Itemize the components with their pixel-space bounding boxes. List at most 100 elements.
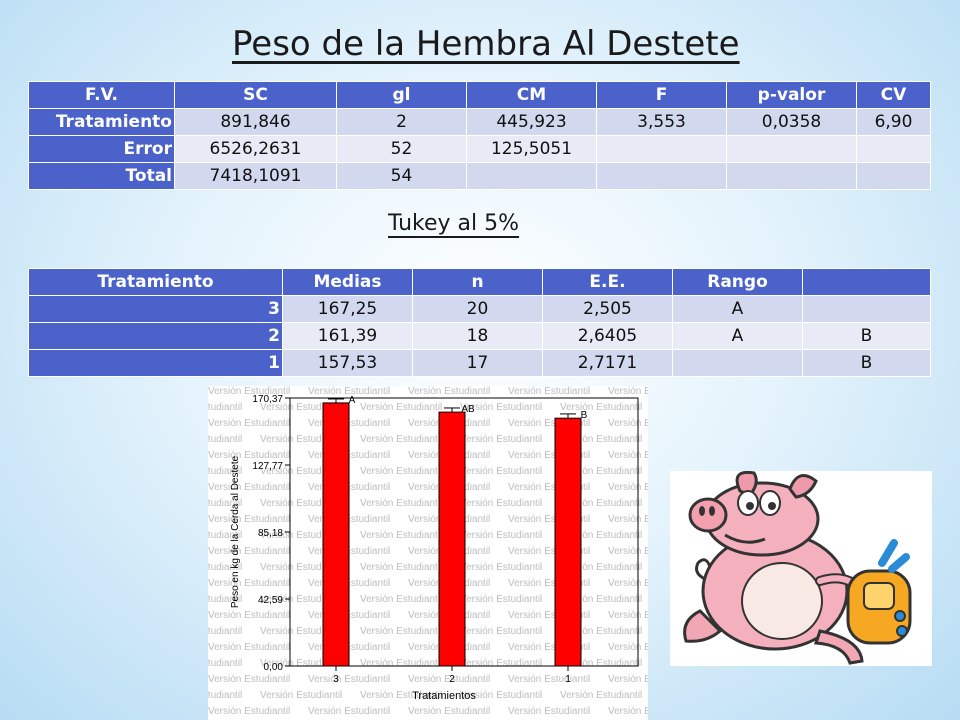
anova-header-cell: CV xyxy=(856,81,931,109)
table-cell: A xyxy=(672,322,803,350)
table-cell xyxy=(726,135,857,163)
watermark-text: Versión Estudiantil xyxy=(460,466,542,477)
bar xyxy=(554,417,582,667)
anova-header-cell: F xyxy=(596,81,727,109)
watermark-text: Versión Estudiantil xyxy=(460,434,542,445)
row-header: 2 xyxy=(28,322,283,350)
watermark-text: Versión Estudiantil xyxy=(360,562,442,573)
table-row: 1 157,53 17 2,7171 B xyxy=(28,349,931,377)
page-title: Peso de la Hembra Al Destete xyxy=(232,24,740,64)
table-cell xyxy=(856,162,931,190)
table-cell xyxy=(596,135,727,163)
watermark-text: Versión Estudiantil xyxy=(508,706,590,717)
x-tick-label: 1 xyxy=(565,674,571,685)
watermark-text: Versión Estudiantil xyxy=(608,578,648,589)
watermark-text: Versión Estudiantil xyxy=(560,562,642,573)
table-row: 2 161,39 18 2,6405 A B xyxy=(28,322,931,350)
watermark-text: Versión Estudiantil xyxy=(508,642,590,653)
watermark-text: Versión Estudiantil xyxy=(508,514,590,525)
anova-header-row: F.V. SC gl CM F p-valor CV xyxy=(28,81,931,109)
watermark-text: Versión Estudiantil xyxy=(560,402,642,413)
watermark-text: Versión Estudiantil xyxy=(360,466,442,477)
watermark-text: Versión Estudiantil xyxy=(260,658,342,669)
table-cell: 0,0358 xyxy=(726,108,857,136)
table-cell: 17 xyxy=(412,349,543,377)
tukey-header-cell xyxy=(802,268,931,296)
watermark-text: Versión Estudiantil xyxy=(460,562,542,573)
watermark-text: Versión Estudiantil xyxy=(408,674,490,685)
table-row: Total 7418,1091 54 xyxy=(28,162,931,190)
watermark-text: Versión Estudiantil xyxy=(608,418,648,429)
watermark-text: Versión Estudiantil xyxy=(608,514,648,525)
watermark-text: Versión Estudiantil xyxy=(608,674,648,685)
watermark-text: Versión Estudiantil xyxy=(308,386,390,397)
watermark-text: Versión Estudiantil xyxy=(560,626,642,637)
table-cell: 54 xyxy=(336,162,467,190)
pig-icon xyxy=(683,470,912,665)
tukey-subtitle: Tukey al 5% xyxy=(388,211,520,236)
bar-group-label: A xyxy=(349,395,356,406)
watermark-text: Versión Estudiantil xyxy=(208,450,290,461)
watermark-text: Versión Estudiantil xyxy=(508,546,590,557)
bar-chart-svg: Versión Estudiantil Versión Estudiantil Ve… xyxy=(208,386,648,717)
watermark-text: Versión Estudiantil xyxy=(608,642,648,653)
anova-header-cell: gl xyxy=(336,81,467,109)
table-cell: 445,923 xyxy=(466,108,597,136)
watermark-text: Versión Estudiantil xyxy=(608,450,648,461)
watermark-text: Versión Estudiantil xyxy=(508,482,590,493)
table-row: Tratamiento 891,846 2 445,923 3,553 0,03… xyxy=(28,108,931,136)
watermark-text: Versión Estudiantil xyxy=(560,658,642,669)
watermark-text: Versión Estudiantil xyxy=(460,402,542,413)
tukey-table: Tratamiento Medias n E.E. Rango 3 167,25… xyxy=(28,268,931,377)
watermark-text: Versión Estudiantil xyxy=(460,498,542,509)
table-cell: A xyxy=(672,295,803,323)
watermark-text: Versión Estudiantil xyxy=(508,610,590,621)
anova-header-cell: p-valor xyxy=(726,81,857,109)
watermark-text: Versión Estudiantil xyxy=(508,386,590,397)
table-cell: 125,5051 xyxy=(466,135,597,163)
table-cell: 52 xyxy=(336,135,467,163)
watermark-text: Versión Estudiantil xyxy=(560,498,642,509)
watermark-text: Versión Estudiantil xyxy=(208,514,290,525)
watermark-text: Versión Estudiantil xyxy=(260,562,342,573)
watermark-text: Versión Estudiantil xyxy=(308,706,390,717)
table-cell xyxy=(672,349,803,377)
watermark-text: Versión Estudiantil xyxy=(408,706,490,717)
watermark-text: Versión Estudiantil xyxy=(208,386,290,397)
watermark-text: Versión Estudiantil xyxy=(360,498,442,509)
table-cell: 157,53 xyxy=(282,349,413,377)
table-cell: B xyxy=(802,349,931,377)
row-header: Error xyxy=(28,135,175,163)
anova-header-cell: CM xyxy=(466,81,597,109)
watermark-text: Versión Estudiantil xyxy=(360,658,442,669)
watermark-text: Versión Estudiantil xyxy=(608,386,648,397)
watermark-text: Versión Estudiantil xyxy=(560,594,642,605)
x-tick-label: 2 xyxy=(449,674,455,685)
watermark-text: Versión Estudiantil xyxy=(260,690,342,701)
watermark-text: Versión Estudiantil xyxy=(360,594,442,605)
table-cell: 6526,2631 xyxy=(174,135,337,163)
y-axis-label: Peso en kg de la Cerda al Destete xyxy=(230,455,241,608)
watermark-text: Versión Estudiantil xyxy=(260,594,342,605)
tukey-header-row: Tratamiento Medias n E.E. Rango xyxy=(28,268,931,296)
watermark-text: Versión Estudiantil xyxy=(260,434,342,445)
watermark-text: Versión Estudiantil xyxy=(508,578,590,589)
watermark-text: Versión Estudiantil xyxy=(208,690,242,701)
tukey-header-cell: E.E. xyxy=(542,268,673,296)
watermark-text: Versión Estudiantil xyxy=(208,626,242,637)
table-row: 3 167,25 20 2,505 A xyxy=(28,295,931,323)
watermark-text: Versión Estudiantil xyxy=(508,674,590,685)
bar xyxy=(322,402,350,667)
y-tick-label: 42,59 xyxy=(258,595,283,606)
tukey-header-cell: Rango xyxy=(672,268,803,296)
tukey-header-cell: Medias xyxy=(282,268,413,296)
watermark-text: Versión Estudiantil xyxy=(608,482,648,493)
pig-illustration xyxy=(670,470,932,666)
watermark-text: Versión Estudiantil xyxy=(360,434,442,445)
bar-chart: Versión Estudiantil Versión Estudiantil Ve… xyxy=(208,386,648,720)
table-cell: 2,7171 xyxy=(542,349,673,377)
watermark-text: Versión Estudiantil xyxy=(208,594,242,605)
table-cell xyxy=(596,162,727,190)
watermark-text: Versión Estudiantil xyxy=(308,674,390,685)
watermark-text: Versión Estudiantil xyxy=(608,546,648,557)
